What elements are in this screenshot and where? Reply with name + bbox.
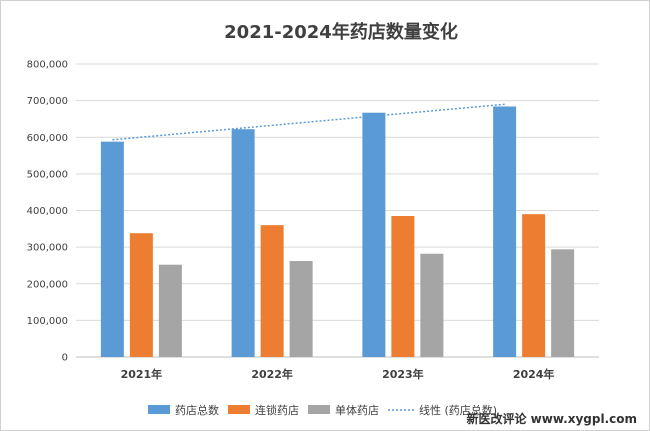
x-category-label: 2024年: [513, 367, 555, 381]
y-tick-label: 400,000: [27, 206, 68, 217]
x-category-label: 2021年: [121, 367, 163, 381]
trendline-path: [112, 103, 505, 141]
chart-title: 2021-2024年药店数量变化: [224, 21, 458, 43]
legend-label: 单体药店: [335, 403, 379, 417]
y-tick-label: 600,000: [27, 133, 68, 144]
bar: [289, 261, 313, 357]
bar: [158, 264, 182, 357]
bar: [260, 225, 284, 357]
x-category-label: 2023年: [382, 367, 424, 381]
bar: [522, 214, 546, 357]
y-tick-label: 500,000: [27, 169, 68, 180]
x-category-label: 2022年: [251, 367, 293, 381]
bars: [100, 106, 575, 358]
legend-swatch: [228, 405, 250, 414]
y-tick-label: 100,000: [27, 316, 68, 327]
legend-label: 线性 (药店总数): [419, 403, 497, 417]
x-axis-categories: 2021年 2022年 2023年 2024年: [121, 367, 555, 381]
bar: [100, 141, 124, 357]
trendline: [112, 103, 505, 141]
y-tick-label: 200,000: [27, 279, 68, 290]
y-tick-label: 800,000: [27, 60, 68, 71]
legend-label: 连锁药店: [255, 403, 299, 417]
bar: [493, 106, 517, 357]
y-tick-label: 0: [62, 353, 68, 364]
bar: [391, 215, 415, 357]
legend-label: 药店总数: [175, 403, 219, 417]
bar: [551, 249, 575, 357]
bar: [129, 233, 153, 357]
watermark: 新医改评论 www.xygpl.com: [466, 411, 637, 426]
legend: 药店总数 连锁药店 单体药店 线性 (药店总数): [148, 403, 497, 417]
y-axis-ticks: 0 100,000 200,000 300,000 400,000 500,000 600,…: [27, 60, 68, 364]
bar: [362, 112, 386, 358]
bar: [231, 129, 255, 357]
y-tick-label: 300,000: [27, 243, 68, 254]
y-tick-label: 700,000: [27, 96, 68, 107]
bar: [420, 253, 444, 357]
gridlines: [76, 63, 599, 358]
legend-swatch: [308, 405, 330, 414]
legend-swatch: [148, 405, 170, 414]
